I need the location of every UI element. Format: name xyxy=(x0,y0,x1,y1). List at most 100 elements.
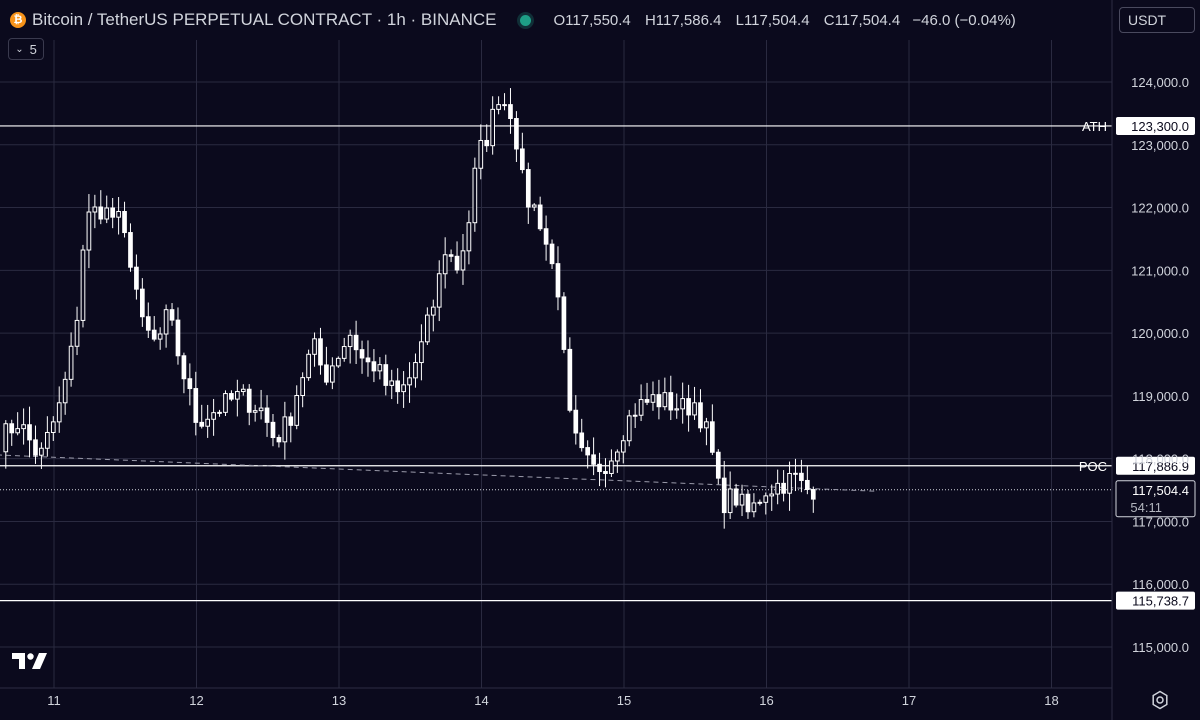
low-label: L xyxy=(735,11,744,29)
currency-button[interactable]: USDT xyxy=(1119,7,1195,33)
price-tick-label: 121,000.0 xyxy=(1131,263,1189,278)
candle-body-up xyxy=(92,206,98,213)
candle-body-up xyxy=(252,410,258,413)
high-label: H xyxy=(644,11,656,29)
candle-body-down xyxy=(745,493,751,513)
candle-body-up xyxy=(502,104,507,107)
candle-body-up xyxy=(769,493,775,497)
candle-body-up xyxy=(615,451,620,462)
candle-body-down xyxy=(181,355,187,380)
time-axis[interactable]: 11 12 13 14 15 16 17 18 xyxy=(0,687,1112,708)
candle-body-up xyxy=(626,415,632,442)
trendline[interactable] xyxy=(0,454,878,492)
level-price-tag xyxy=(1116,591,1195,610)
candle-body-down xyxy=(128,232,133,268)
tradingview-logo-icon[interactable] xyxy=(12,652,48,670)
candle-body-down xyxy=(698,402,703,429)
indicators-collapse-button[interactable]: ⌄ 5 xyxy=(8,38,44,60)
price-tick-label: 118,000.0 xyxy=(1132,452,1189,467)
candle-body-up xyxy=(496,104,501,110)
candle-body-down xyxy=(721,477,727,514)
candle-body-up xyxy=(662,392,668,408)
candle-body-down xyxy=(514,118,519,150)
level-arrow-icon xyxy=(1116,117,1122,134)
candle-body-up xyxy=(211,412,216,420)
candle-body-down xyxy=(591,454,596,465)
candle-body-down xyxy=(187,378,193,390)
dashed-trendline[interactable] xyxy=(0,454,878,492)
currency-label: USDT xyxy=(1128,12,1167,28)
candle-body-down xyxy=(484,139,490,147)
candle-body-up xyxy=(39,447,44,456)
candle-body-down xyxy=(561,296,567,350)
ohlc-values: O117,550.4 H117,586.4 L117,504.4 C117,50… xyxy=(553,12,1015,29)
candle-body-up xyxy=(217,411,222,414)
level-arrow-icon xyxy=(1116,457,1122,474)
price-tick-label: 122,000.0 xyxy=(1131,201,1189,216)
price-tick-label: 117,000.0 xyxy=(1132,514,1189,529)
candle-body-up xyxy=(62,378,68,404)
candle-body-down xyxy=(520,148,525,171)
candle-body-down xyxy=(448,254,454,257)
candle-body-up xyxy=(674,408,680,411)
candle-body-down xyxy=(525,169,531,208)
grid-lines xyxy=(0,40,1112,688)
candle-body-up xyxy=(80,249,86,321)
price-tick-label: 124,000.0 xyxy=(1131,75,1189,90)
chart-header: ₿ Bitcoin / TetherUS PERPETUAL CONTRACT … xyxy=(10,9,1016,31)
candle-body-up xyxy=(472,167,478,224)
close-label: C xyxy=(823,11,835,29)
candle-body-down xyxy=(145,316,151,331)
candle-body-down xyxy=(537,204,543,230)
candle-body-up xyxy=(56,402,62,423)
candle-body-up xyxy=(330,365,335,383)
candle-body-up xyxy=(223,393,228,413)
settings-icon[interactable] xyxy=(1150,690,1170,710)
candle-body-up xyxy=(294,395,300,426)
level-price-tag xyxy=(1116,116,1195,135)
symbol-title[interactable]: Bitcoin / TetherUS PERPETUAL CONTRACT · … xyxy=(32,10,497,29)
price-tick-label: 115,000.0 xyxy=(1132,640,1189,655)
candle-body-down xyxy=(543,228,549,245)
candle-body-down xyxy=(353,334,359,351)
candle-body-down xyxy=(810,489,816,500)
candle-body-down xyxy=(555,263,561,298)
candle-body-up xyxy=(763,495,769,503)
candle-body-up xyxy=(116,210,121,218)
time-tick-label: 17 xyxy=(902,693,916,708)
candle-body-up xyxy=(793,472,798,475)
candle-body-up xyxy=(389,380,395,386)
candle-body-up xyxy=(787,472,792,494)
price-tick-label: 123,000.0 xyxy=(1131,138,1189,153)
candle-body-down xyxy=(805,479,810,491)
candle-body-up xyxy=(300,377,306,397)
candle-body-down xyxy=(151,329,157,340)
candle-body-down xyxy=(668,392,674,411)
candle-body-down xyxy=(781,482,786,494)
candle-body-up xyxy=(413,362,418,379)
time-tick-label: 15 xyxy=(617,693,631,708)
price-axis[interactable]: 124,000.0 123,000.0 122,000.0 121,000.0 120,… xyxy=(1111,0,1189,720)
level-price-label: 117,886.9 xyxy=(1132,459,1189,474)
horizontal-levels[interactable]: ATH 123,300.0 POC 117,886.9 115,738.7 117,504… xyxy=(0,116,1196,610)
candle-body-up xyxy=(15,428,21,434)
candle-body-up xyxy=(3,423,9,453)
candle-body-up xyxy=(460,250,466,271)
candle-body-down xyxy=(134,266,139,290)
high-value: 117,586.4 xyxy=(655,11,722,29)
candle-body-up xyxy=(240,388,246,393)
level-price-label: 123,300.0 xyxy=(1131,119,1189,134)
candle-body-up xyxy=(282,416,288,443)
candle-body-up xyxy=(490,108,496,147)
candle-body-down xyxy=(140,288,145,318)
last-price-tag xyxy=(1115,480,1196,518)
candles xyxy=(3,88,816,529)
candle-body-up xyxy=(157,333,163,340)
candle-body-up xyxy=(757,501,763,504)
candle-body-down xyxy=(98,206,104,220)
candle-body-up xyxy=(74,319,80,347)
candle-body-up xyxy=(86,211,92,251)
level-price-label: 115,738.7 xyxy=(1132,594,1189,609)
bar-countdown-label: 54:11 xyxy=(1130,500,1162,515)
